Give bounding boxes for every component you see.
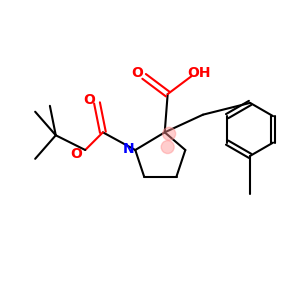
Text: O: O [70, 146, 82, 161]
Circle shape [161, 141, 174, 154]
Circle shape [163, 127, 176, 140]
Text: OH: OH [188, 66, 211, 80]
Text: O: O [131, 66, 143, 80]
Text: O: O [83, 93, 95, 107]
Text: N: N [123, 142, 135, 155]
